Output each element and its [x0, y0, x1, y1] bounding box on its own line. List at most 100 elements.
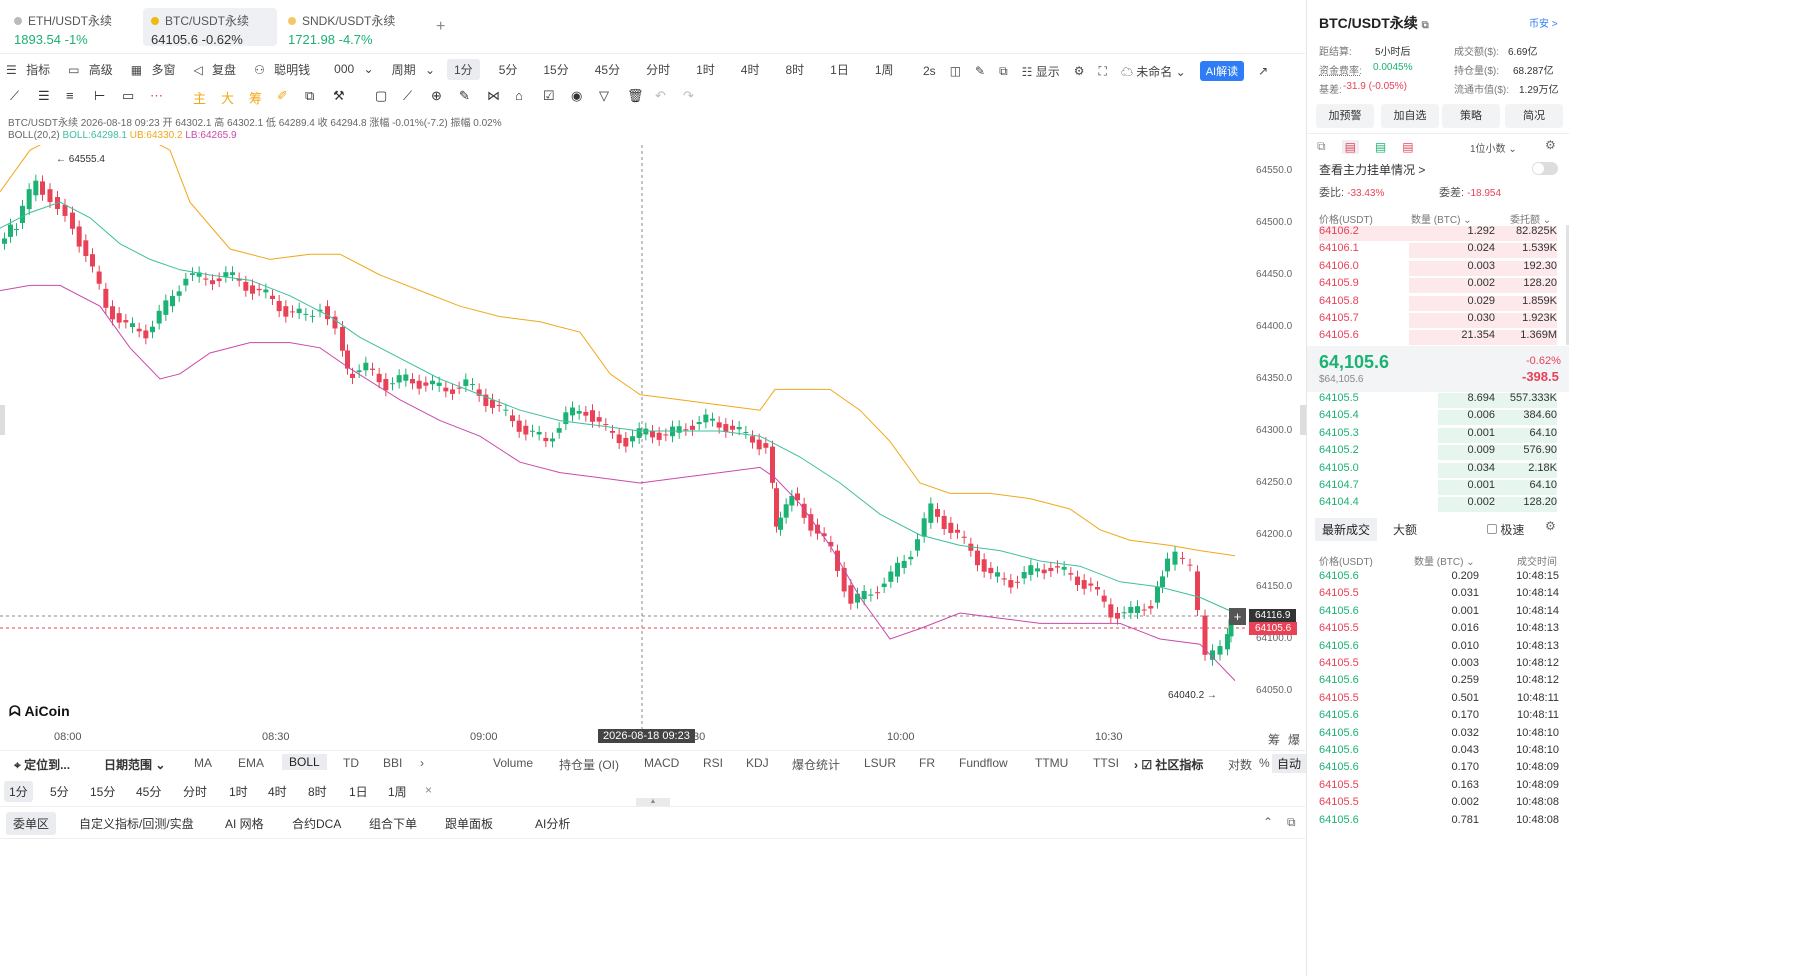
settings-icon[interactable]: ⚙: [1073, 64, 1085, 78]
add-tab-button[interactable]: +: [436, 18, 446, 35]
period-5m[interactable]: 5分: [498, 62, 518, 77]
orderbook-row[interactable]: 64105.5 8.694 557.333K: [1319, 392, 1557, 409]
smart-money-button[interactable]: ⚇ 聪明钱: [254, 62, 311, 77]
period-1d[interactable]: 1日: [830, 62, 849, 77]
popout-icon[interactable]: ⧉: [1317, 139, 1326, 153]
tab-dca[interactable]: 合约DCA: [292, 817, 342, 831]
ind-liq[interactable]: 爆仓统计: [792, 758, 841, 772]
big-icon[interactable]: 大: [221, 91, 235, 106]
filter-icon[interactable]: ▽: [599, 88, 609, 103]
trade-tab-latest[interactable]: 最新成交: [1315, 518, 1378, 541]
orderbook-row[interactable]: 64105.0 0.034 2.18K: [1319, 462, 1557, 479]
chevron-right-icon[interactable]: ›: [420, 756, 424, 770]
tab-combo[interactable]: 组合下单: [369, 817, 418, 831]
auto-toggle[interactable]: 自动: [1272, 754, 1307, 773]
ind-ttmu[interactable]: TTMU: [1035, 756, 1069, 770]
ind-lsur[interactable]: LSUR: [864, 756, 897, 770]
tab-copy[interactable]: 跟单面板: [445, 817, 494, 831]
pct-toggle[interactable]: %: [1259, 756, 1270, 770]
chip-toggle[interactable]: 筹: [1268, 733, 1281, 747]
tab-custom[interactable]: 自定义指标/回测/实盘: [79, 817, 194, 831]
zoom-icon[interactable]: ⊕: [431, 88, 442, 103]
orderbook-row[interactable]: 64106.2 1.292 82.825K: [1319, 225, 1557, 242]
ind-td[interactable]: TD: [343, 756, 359, 770]
smart-value[interactable]: 000 ⌄: [334, 62, 374, 76]
interval-label[interactable]: 2s: [923, 64, 936, 78]
asks-only-icon[interactable]: ▤: [1402, 139, 1414, 154]
both-sides-icon[interactable]: ▤: [1341, 139, 1359, 154]
ind-bbi[interactable]: BBI: [383, 756, 403, 770]
add-watchlist-button[interactable]: 加自选: [1381, 104, 1439, 128]
bperiod-5m[interactable]: 5分: [50, 785, 69, 799]
edit-icon[interactable]: ☑: [543, 88, 555, 103]
community-indicator-button[interactable]: › ☑ 社区指标: [1134, 758, 1204, 772]
tab-sndk[interactable]: SNDK/USDT永续 1721.98 -4.7%: [288, 14, 396, 47]
date-range-dropdown[interactable]: 日期范围 ⌄: [104, 758, 166, 772]
fib-icon[interactable]: 主: [193, 91, 207, 106]
eye-icon[interactable]: ◉: [571, 88, 583, 103]
candlestick-chart[interactable]: [0, 145, 1305, 730]
orderbook-row[interactable]: 64105.6 21.354 1.369M: [1319, 329, 1557, 346]
note-icon[interactable]: ▢: [375, 88, 388, 103]
period-1h[interactable]: 1时: [696, 62, 715, 77]
close-icon[interactable]: ×: [425, 783, 433, 797]
eraser-icon[interactable]: ✎: [459, 88, 470, 103]
period-15m[interactable]: 15分: [543, 62, 569, 77]
ai-button[interactable]: AI解读: [1199, 61, 1245, 81]
add-alert-button[interactable]: 加预警: [1316, 104, 1374, 128]
period-45m[interactable]: 45分: [594, 62, 621, 77]
period-8h[interactable]: 8时: [785, 62, 805, 77]
orderbook-row[interactable]: 64105.9 0.002 128.20: [1319, 277, 1557, 294]
ind-ema[interactable]: EMA: [238, 756, 265, 770]
scrollbar[interactable]: [1566, 225, 1569, 345]
magic-icon[interactable]: ⚒: [333, 88, 345, 103]
trade-header-qty[interactable]: 数量 (BTC) ⌄: [1414, 557, 1475, 568]
tab-ai-grid[interactable]: AI 网格: [225, 817, 264, 831]
lock-icon[interactable]: ⌂: [515, 88, 523, 103]
left-collapse-icon[interactable]: [0, 405, 5, 435]
copy-icon[interactable]: ⧉: [1421, 20, 1429, 31]
undo-icon[interactable]: ↶: [655, 88, 666, 103]
rect-icon[interactable]: ▭: [122, 88, 135, 103]
overview-button[interactable]: 简况: [1505, 104, 1563, 128]
redo-icon[interactable]: ↷: [683, 88, 694, 103]
ind-macd[interactable]: MACD: [644, 756, 680, 770]
view-main-orders-link[interactable]: 查看主力挂单情况 >: [1319, 163, 1426, 177]
bperiod-45m[interactable]: 45分: [136, 785, 162, 799]
indicator-button[interactable]: ☰ 指标: [6, 62, 51, 77]
settings-icon[interactable]: ⚙: [1545, 138, 1556, 152]
ind-volume[interactable]: Volume: [493, 756, 534, 770]
tab-btc[interactable]: BTC/USDT永续 64105.6 -0.62%: [143, 8, 277, 47]
popout-icon[interactable]: ⧉: [999, 63, 1008, 78]
bperiod-1d[interactable]: 1日: [349, 785, 368, 799]
magnet-icon[interactable]: ⋈: [487, 88, 500, 103]
period-4h[interactable]: 4时: [740, 62, 760, 77]
orderbook-row[interactable]: 64105.3 0.001 64.10: [1319, 427, 1557, 444]
ind-kdj[interactable]: KDJ: [746, 756, 769, 770]
strategy-button[interactable]: 策略: [1442, 104, 1500, 128]
layout-dropdown[interactable]: ☁ 未命名 ⌄: [1120, 64, 1186, 79]
ind-boll[interactable]: BOLL: [282, 754, 327, 770]
crosshair-plus-icon[interactable]: +: [1229, 608, 1246, 625]
settings-icon[interactable]: ⚙: [1545, 519, 1556, 533]
ind-ttsi[interactable]: TTSI: [1093, 756, 1119, 770]
parallel-line-icon[interactable]: ☰: [38, 88, 50, 103]
fast-checkbox[interactable]: 极速: [1487, 521, 1524, 538]
period-timeline[interactable]: 分时: [646, 62, 671, 77]
period-dropdown[interactable]: 周期 ⌄: [391, 62, 435, 77]
tab-ai-analysis[interactable]: AI分析: [535, 817, 571, 831]
orderbook-row[interactable]: 64105.2 0.009 576.90: [1319, 444, 1557, 461]
copy-icon[interactable]: ⧉: [305, 88, 315, 103]
trend-line-icon[interactable]: ⟋: [10, 88, 20, 103]
popout-icon[interactable]: ⧉: [1287, 815, 1296, 829]
trash-icon[interactable]: 🗑: [627, 88, 644, 103]
exchange-link[interactable]: 币安 >: [1529, 19, 1558, 30]
right-collapse-icon[interactable]: [1300, 405, 1306, 435]
orderbook-row[interactable]: 64104.7 0.001 64.10: [1319, 479, 1557, 496]
period-1w[interactable]: 1周: [874, 62, 894, 77]
chevron-up-icon[interactable]: ⌃: [1263, 815, 1274, 829]
ob-header-qty[interactable]: 数量 (BTC) ⌄: [1411, 215, 1472, 226]
ind-oi[interactable]: 持仓量 (OI): [559, 758, 619, 772]
bids-only-icon[interactable]: ▤: [1374, 139, 1387, 154]
bperiod-1m[interactable]: 1分: [4, 781, 33, 802]
